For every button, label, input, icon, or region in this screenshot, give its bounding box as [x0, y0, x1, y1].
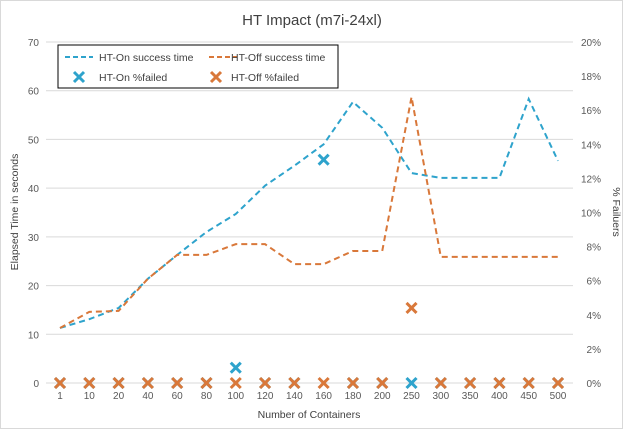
y2-tick-label: 18%	[581, 72, 601, 83]
x-tick-label: 180	[345, 391, 362, 402]
data-point-ht-off-failed	[493, 376, 506, 390]
y-axis-label: Elapsed Time in seconds	[9, 154, 21, 271]
data-point-ht-off-failed	[346, 376, 360, 390]
data-point-ht-off-failed	[171, 376, 184, 390]
data-point-ht-off-failed	[434, 376, 447, 390]
series-line-ht-on	[59, 96, 559, 329]
x-tick-label: 450	[520, 391, 537, 402]
x-tick-label: 300	[432, 391, 449, 402]
y-tick-label: 30	[28, 233, 40, 244]
legend-swatch-ht-off-marker	[209, 70, 223, 84]
y-tick-label: 50	[28, 135, 40, 146]
x-tick-label: 500	[550, 391, 567, 402]
data-point-ht-off-failed	[200, 376, 213, 390]
x-tick-label: 160	[315, 391, 332, 402]
chart-title: HT Impact (m7i-24xl)	[242, 12, 382, 29]
y2-tick-label: 0%	[587, 379, 602, 390]
legend-marker-icon	[209, 70, 223, 84]
legend-label: HT-Off %failed	[231, 72, 299, 84]
x-tick-label: 20	[113, 391, 125, 402]
data-point-ht-on-failed	[317, 153, 330, 166]
x-tick-label: 120	[257, 391, 274, 402]
data-point-ht-off-failed	[141, 376, 154, 390]
x-tick-label: 140	[286, 391, 303, 402]
x-tick-label: 40	[142, 391, 154, 402]
data-point-ht-off-failed	[405, 301, 418, 315]
data-point-ht-on-failed	[405, 376, 418, 390]
data-point-ht-off-failed	[522, 376, 535, 390]
x-tick-label: 200	[374, 391, 391, 402]
y2-tick-label: 2%	[587, 345, 602, 356]
data-point-ht-off-failed	[53, 376, 67, 390]
y2-tick-label: 4%	[587, 311, 602, 322]
legend-swatch-ht-on-marker	[72, 70, 86, 84]
legend-label: HT-On %failed	[99, 72, 167, 84]
y2-tick-label: 10%	[581, 209, 601, 220]
y2-tick-label: 6%	[587, 277, 602, 288]
series-line-ht-off	[59, 96, 558, 329]
y2-tick-label: 20%	[581, 38, 601, 49]
y2-tick-label: 8%	[587, 243, 602, 254]
y-tick-label: 40	[28, 184, 40, 195]
y2-tick-label: 12%	[581, 174, 601, 185]
x-tick-label: 350	[462, 391, 479, 402]
x-tick-label: 80	[201, 391, 213, 402]
data-point-ht-on-failed	[229, 361, 242, 374]
x-axis-label: Number of Containers	[258, 409, 361, 421]
y2-axis-label: % Failuers	[610, 187, 622, 237]
y2-tick-label: 14%	[581, 140, 601, 151]
data-point-ht-off-failed	[376, 376, 389, 390]
x-tick-label: 1	[57, 391, 63, 402]
x-tick-label: 60	[172, 391, 184, 402]
data-point-ht-off-failed	[258, 376, 272, 390]
data-point-ht-off-failed	[112, 376, 125, 390]
legend-label: HT-Off success time	[231, 52, 325, 64]
data-point-ht-off-failed	[464, 376, 477, 390]
data-point-ht-off-failed	[83, 376, 96, 390]
y-tick-label: 10	[28, 330, 40, 341]
x-tick-label: 100	[227, 391, 244, 402]
x-tick-label: 10	[84, 391, 96, 402]
data-point-ht-off-failed	[551, 376, 565, 390]
y-tick-label: 20	[28, 282, 40, 293]
legend-box	[57, 44, 339, 89]
legend-marker-icon	[72, 70, 86, 84]
legend-label: HT-On success time	[99, 52, 194, 64]
y-tick-label: 0	[33, 379, 39, 390]
y-tick-label: 70	[28, 38, 40, 49]
y2-tick-label: 16%	[581, 106, 601, 117]
legend: HT-On success time HT-Off success time H…	[57, 44, 339, 89]
data-point-ht-off-failed	[317, 376, 330, 390]
data-point-ht-off-failed	[229, 376, 242, 390]
data-point-ht-off-failed	[288, 376, 301, 390]
y-tick-label: 60	[28, 87, 40, 98]
x-tick-label: 400	[491, 391, 508, 402]
x-tick-label: 250	[403, 391, 420, 402]
